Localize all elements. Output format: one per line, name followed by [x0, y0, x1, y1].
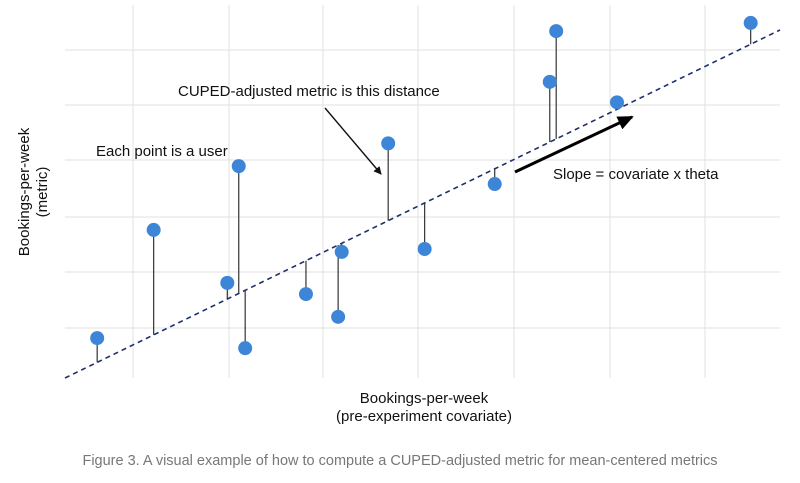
- annotation: Slope = covariate x theta: [553, 166, 719, 183]
- caption: Figure 3. A visual example of how to com…: [82, 453, 717, 469]
- point: [331, 309, 346, 324]
- point: [549, 24, 564, 39]
- point: [381, 136, 396, 151]
- y-axis-label: Bookings-per-week: [16, 127, 33, 256]
- point: [220, 275, 235, 290]
- annotation: Each point is a user: [96, 143, 228, 160]
- trend-line: [64, 29, 781, 379]
- point: [298, 287, 313, 302]
- annotation-arrow: [324, 107, 382, 175]
- slope-arrow: [514, 115, 634, 174]
- point: [90, 331, 105, 346]
- grid: [65, 5, 780, 378]
- point: [238, 341, 253, 356]
- point: [609, 95, 624, 110]
- point: [487, 177, 502, 192]
- point: [146, 222, 161, 237]
- y-axis-label: (metric): [34, 167, 51, 218]
- point: [231, 159, 246, 174]
- x-axis-label: (pre-experiment covariate): [336, 408, 512, 425]
- point: [417, 241, 432, 256]
- point: [542, 74, 557, 89]
- point: [334, 244, 349, 259]
- annotation: CUPED-adjusted metric is this distance: [178, 83, 440, 100]
- point: [743, 15, 758, 30]
- x-axis-label: Bookings-per-week: [360, 390, 489, 407]
